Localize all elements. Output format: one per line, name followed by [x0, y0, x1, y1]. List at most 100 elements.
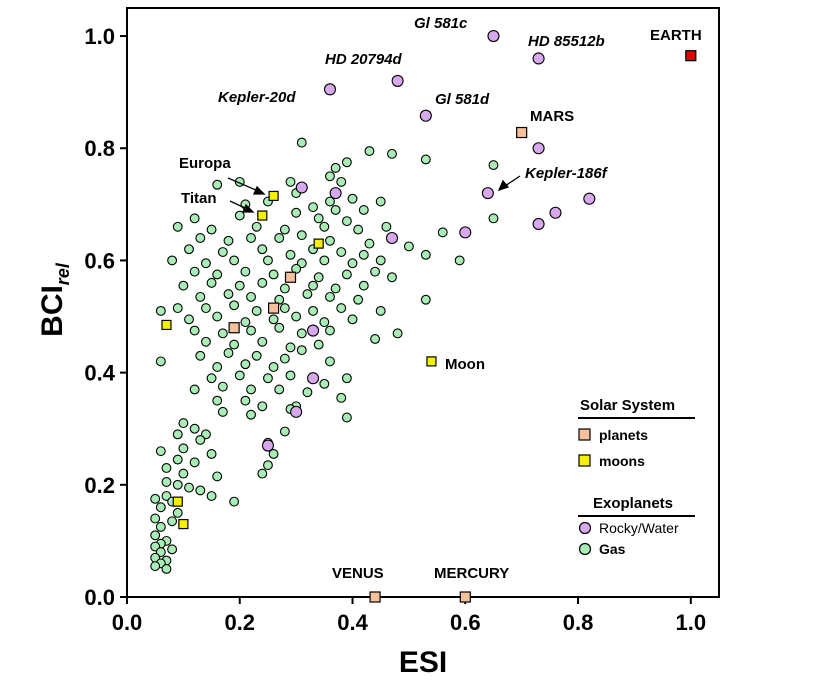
gas-exoplanet-point: [302, 387, 313, 398]
gas-exoplanet-point: [189, 213, 200, 224]
gas-exoplanet-point: [488, 160, 499, 171]
rocky-exoplanet-point: [487, 29, 500, 43]
gas-exoplanet-point: [178, 280, 189, 291]
gas-exoplanet-point: [353, 294, 364, 305]
annotation-arrows: [227, 175, 521, 213]
gas-exoplanet-point: [291, 311, 302, 322]
gas-exoplanet-point: [217, 328, 228, 339]
plot-frame: [126, 7, 720, 598]
y-tick-label: 0.4: [84, 361, 115, 386]
legend: Solar System planets moons Exoplanets Ro…: [578, 397, 695, 557]
gas-exoplanet-point: [420, 249, 431, 260]
earth-point: [685, 50, 697, 62]
gas-exoplanet-point: [178, 443, 189, 454]
gas-exoplanet-point: [172, 429, 183, 440]
gas-exoplanet-point: [285, 370, 296, 381]
gas-exoplanet-point: [353, 224, 364, 235]
gas-exoplanet-point: [358, 249, 369, 260]
gas-exoplanet-point: [246, 291, 256, 302]
rocky-exoplanet-point: [385, 231, 399, 245]
planet-point: [267, 302, 280, 314]
gas-exoplanet-point: [313, 213, 324, 224]
label-gl581c: Gl 581c: [414, 15, 468, 32]
legend-planets-label: planets: [599, 427, 648, 443]
gas-exoplanet-point: [251, 305, 262, 316]
gas-exoplanet-point: [150, 561, 161, 572]
gas-exoplanet-point: [223, 235, 234, 246]
arrow-kepler186f-head: [497, 179, 510, 192]
gas-exoplanet-point: [200, 336, 211, 347]
gas-exoplanet-point: [184, 314, 194, 325]
gas-exoplanet-point: [336, 247, 347, 257]
gas-exoplanet-point: [240, 395, 251, 406]
gas-exoplanet-point: [195, 350, 206, 361]
gas-exoplanet-point: [296, 230, 307, 241]
gas-exoplanet-point: [172, 303, 183, 314]
rocky-exoplanet-point: [295, 181, 308, 194]
rocky-exoplanet-point: [323, 83, 337, 96]
label-mercury: MERCURY: [434, 565, 509, 582]
gas-exoplanet-point: [246, 384, 256, 395]
gas-exoplanet-point: [274, 233, 285, 243]
gas-exoplanet-point: [454, 255, 465, 266]
gas-exoplanet-point: [189, 384, 200, 395]
y-tick-label: 0.6: [84, 248, 115, 273]
gas-exoplanet-point: [285, 249, 296, 260]
rocky-exoplanet-point: [419, 109, 432, 122]
y-axis: 0.0 0.2 0.4 0.6 0.8 1.0: [84, 24, 127, 610]
gas-exoplanet-point: [263, 373, 273, 384]
arrow-europa-head: [253, 185, 266, 195]
gas-exoplanet-point: [229, 339, 240, 350]
x-tick-label: 0.8: [563, 610, 594, 635]
y-tick-label: 0.2: [84, 473, 115, 498]
gas-exoplanet-point: [246, 409, 256, 420]
rocky-exoplanet-point: [261, 439, 275, 452]
moon-point: [426, 356, 437, 367]
gas-exoplanet-point: [308, 305, 319, 316]
gas-exoplanet-point: [325, 235, 335, 246]
gas-exoplanet-point: [375, 305, 386, 316]
gas-exoplanet-point: [403, 241, 414, 252]
x-tick-label: 0.0: [112, 610, 143, 635]
gas-exoplanet-point: [364, 146, 375, 156]
planet-point: [516, 126, 528, 139]
gas-exoplanet-point: [206, 373, 217, 384]
gas-exoplanet-point: [302, 289, 313, 300]
gas-exoplanet-point: [274, 384, 285, 395]
moon-point: [161, 319, 172, 331]
gas-exoplanet-point: [336, 303, 347, 314]
gas-exoplanet-point: [358, 280, 369, 291]
gas-exoplanet-point: [223, 289, 234, 300]
gas-exoplanet-point: [392, 328, 403, 339]
gas-exoplanet-point: [189, 457, 200, 468]
gas-exoplanet-point: [387, 272, 397, 283]
gas-exoplanet-point: [155, 446, 166, 457]
gas-exoplanet-point: [279, 426, 290, 437]
y-axis-title: BCIrel: [36, 262, 73, 337]
gas-exoplanet-point: [223, 348, 234, 358]
moon-point: [268, 190, 279, 202]
legend-solar-title: Solar System: [580, 397, 675, 414]
gas-exoplanet-point: [155, 521, 166, 532]
gas-exoplanet-point: [268, 449, 279, 459]
gas-exoplanet-point: [212, 395, 223, 406]
gas-exoplanet-point: [308, 280, 319, 291]
gas-exoplanet-point: [291, 263, 302, 274]
gas-exoplanet-point: [325, 291, 335, 302]
gas-exoplanet-point: [274, 294, 285, 305]
rocky-exoplanet-point: [532, 52, 545, 65]
gas-exoplanet-point: [257, 244, 268, 255]
gas-exoplanet-point: [364, 238, 375, 249]
gas-exoplanet-point: [347, 193, 358, 204]
label-hd20794d: HD 20794d: [325, 51, 403, 68]
planet-point: [284, 271, 297, 283]
gas-exoplanet-point: [358, 204, 369, 215]
gas-exoplanet-point: [150, 493, 161, 504]
gas-exoplanet-point: [200, 258, 211, 269]
gas-exoplanet-point: [263, 460, 273, 471]
legend-rocky-marker: [578, 521, 592, 535]
gas-exoplanet-point: [200, 303, 211, 314]
gas-exoplanet-point: [375, 255, 386, 266]
planet-point: [228, 322, 240, 334]
gas-exoplanet-point: [330, 283, 341, 294]
